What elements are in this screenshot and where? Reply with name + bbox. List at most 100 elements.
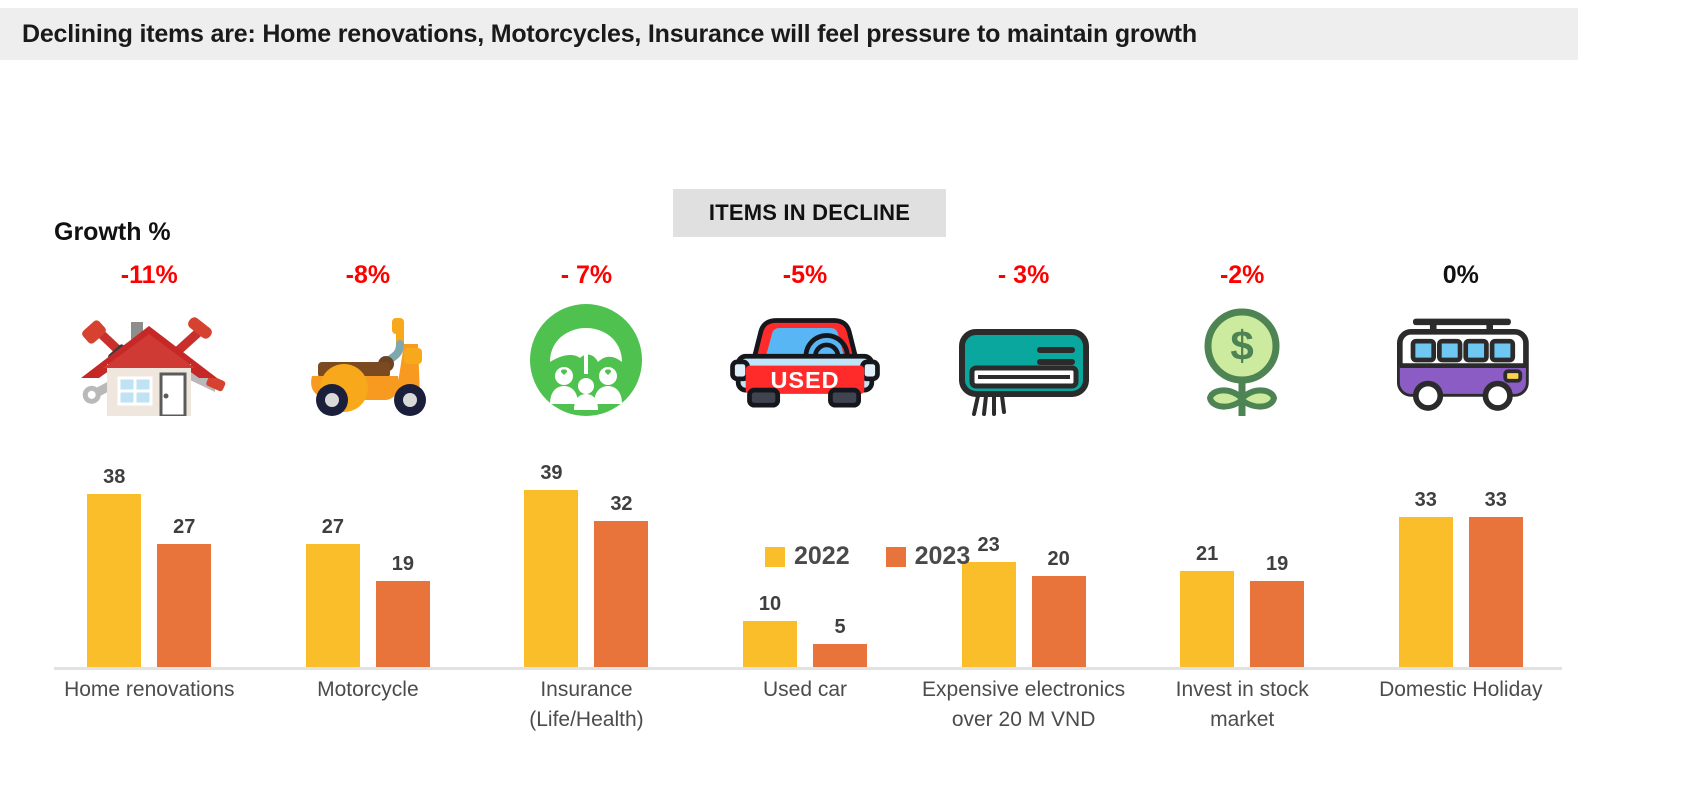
- legend-swatch-2023-icon: [885, 546, 906, 567]
- bar-item: 10: [743, 593, 798, 667]
- category-label: Insurance (Life/Health): [477, 675, 696, 735]
- bar-group: 23 20: [914, 438, 1133, 667]
- bar-item: 32: [594, 493, 649, 667]
- bar-value-label: 27: [321, 516, 344, 538]
- growth-value-used-car: -5%: [782, 261, 828, 289]
- category-label-line: Invest in stock: [1175, 678, 1309, 701]
- bar-2023: [1031, 576, 1086, 667]
- item-column-expensive-electronics: - 3%: [914, 258, 1133, 438]
- bar-2022: [1398, 517, 1453, 667]
- bar-item: 19: [375, 553, 430, 667]
- category-label: Domestic Holiday: [1351, 675, 1570, 735]
- bar-item: 33: [1468, 489, 1523, 667]
- svg-text:USED: USED: [770, 367, 839, 393]
- legend-item-2023: 2023: [885, 542, 971, 571]
- items-in-decline-badge: ITEMS IN DECLINE: [673, 189, 946, 237]
- bar-value-label: 19: [1266, 553, 1289, 575]
- bar-group: 27 19: [259, 438, 478, 667]
- category-label: Expensive electronics over 20 M VND: [914, 675, 1133, 735]
- item-column-insurance: - 7%: [477, 258, 696, 438]
- category-label-line: Used car: [763, 678, 848, 701]
- bar-group: 38 27: [40, 438, 259, 667]
- bar-group: 33 33: [1351, 438, 1570, 667]
- bar-value-label: 33: [1484, 489, 1507, 511]
- bar-value-label: 20: [1047, 548, 1070, 570]
- bar-item: 21: [1180, 543, 1235, 667]
- bar-item: 33: [1398, 489, 1453, 667]
- growth-value-invest-stock-market: -2%: [1219, 261, 1265, 289]
- bar-2023: [375, 581, 430, 667]
- air-conditioner-icon: [944, 300, 1104, 420]
- category-label-line: Expensive electronics: [922, 678, 1126, 701]
- insurance-family-umbrella-icon: [506, 300, 666, 420]
- house-renovation-icon: [69, 300, 229, 420]
- money-plant-icon: $: [1162, 300, 1322, 420]
- bar-2022: [961, 562, 1016, 667]
- item-column-invest-stock-market: -2% $: [1133, 258, 1352, 438]
- bar-value-label: 39: [540, 462, 563, 484]
- bar-value-label: 33: [1414, 489, 1437, 511]
- page-title: Declining items are: Home renovations, M…: [22, 19, 1197, 48]
- item-column-used-car: -5% USED: [696, 258, 915, 438]
- bar-groups: 38 27 27 19 39 32 10 5 23 20 21 19 33 33: [40, 438, 1570, 667]
- legend-label-2022: 2022: [794, 542, 850, 570]
- bar-group: 10 5: [696, 438, 915, 667]
- bar-item: 39: [524, 462, 579, 667]
- category-label: Invest in stock market: [1133, 675, 1352, 735]
- category-label-line: Domestic Holiday: [1379, 678, 1543, 701]
- bar-value-label: 32: [610, 493, 633, 515]
- item-column-home-renovations: -11%: [40, 258, 259, 438]
- bar-value-label: 23: [977, 534, 1000, 556]
- bar-2023: [1250, 581, 1305, 667]
- icon-row: -11%: [40, 258, 1570, 438]
- bar-item: 19: [1250, 553, 1305, 667]
- bar-2023: [813, 644, 868, 667]
- scooter-icon: [288, 300, 448, 420]
- bar-item: 5: [813, 616, 868, 667]
- bar-2023: [594, 521, 649, 667]
- growth-value-expensive-electronics: - 3%: [997, 261, 1050, 289]
- item-column-motorcycle: -8%: [259, 258, 478, 438]
- bus-icon: [1381, 300, 1541, 420]
- legend-item-2022: 2022: [765, 542, 850, 571]
- bar-2023: [1468, 517, 1523, 667]
- bar-item: 38: [87, 466, 142, 667]
- bar-item: 23: [961, 534, 1016, 667]
- items-in-decline-label: ITEMS IN DECLINE: [708, 200, 911, 225]
- category-label-line: Home renovations: [64, 678, 235, 701]
- bar-item: 27: [157, 516, 212, 667]
- legend-label-2023: 2023: [914, 542, 971, 570]
- growth-value-domestic-holiday: 0%: [1442, 261, 1479, 289]
- svg-text:$: $: [1230, 322, 1253, 369]
- bar-2022: [743, 621, 798, 667]
- category-label-line: Insurance: [540, 678, 633, 701]
- category-label-line: market: [1210, 708, 1275, 731]
- category-label-line: Motorcycle: [317, 678, 419, 701]
- bar-value-label: 19: [391, 553, 414, 575]
- bar-2022: [305, 544, 360, 667]
- category-labels: Home renovations Motorcycle Insurance (Life…: [40, 675, 1570, 735]
- bar-2022: [87, 494, 142, 667]
- bar-group: 21 19: [1133, 438, 1352, 667]
- growth-value-home-renovations: -11%: [120, 261, 178, 289]
- bar-2022: [1180, 571, 1235, 667]
- bar-value-label: 10: [758, 593, 782, 615]
- category-label: Motorcycle: [259, 675, 478, 735]
- item-column-domestic-holiday: 0%: [1351, 258, 1570, 438]
- chart-baseline: [54, 667, 1562, 670]
- growth-value-insurance: - 7%: [560, 261, 613, 289]
- legend-swatch-2022-icon: [765, 546, 785, 567]
- category-label-line: (Life/Health): [529, 708, 644, 731]
- bar-chart: 38 27 27 19 39 32 10 5 23 20 21 19 33 33: [40, 438, 1570, 670]
- used-car-icon: USED: [725, 300, 885, 420]
- bar-2023: [157, 544, 212, 667]
- bar-value-label: 27: [173, 516, 196, 538]
- bar-item: 27: [305, 516, 360, 667]
- bar-2022: [524, 490, 579, 667]
- bar-value-label: 5: [834, 616, 846, 638]
- category-label: Used car: [696, 675, 915, 735]
- bar-value-label: 21: [1196, 543, 1219, 565]
- bar-group: 39 32: [477, 438, 696, 667]
- growth-value-motorcycle: -8%: [345, 261, 391, 289]
